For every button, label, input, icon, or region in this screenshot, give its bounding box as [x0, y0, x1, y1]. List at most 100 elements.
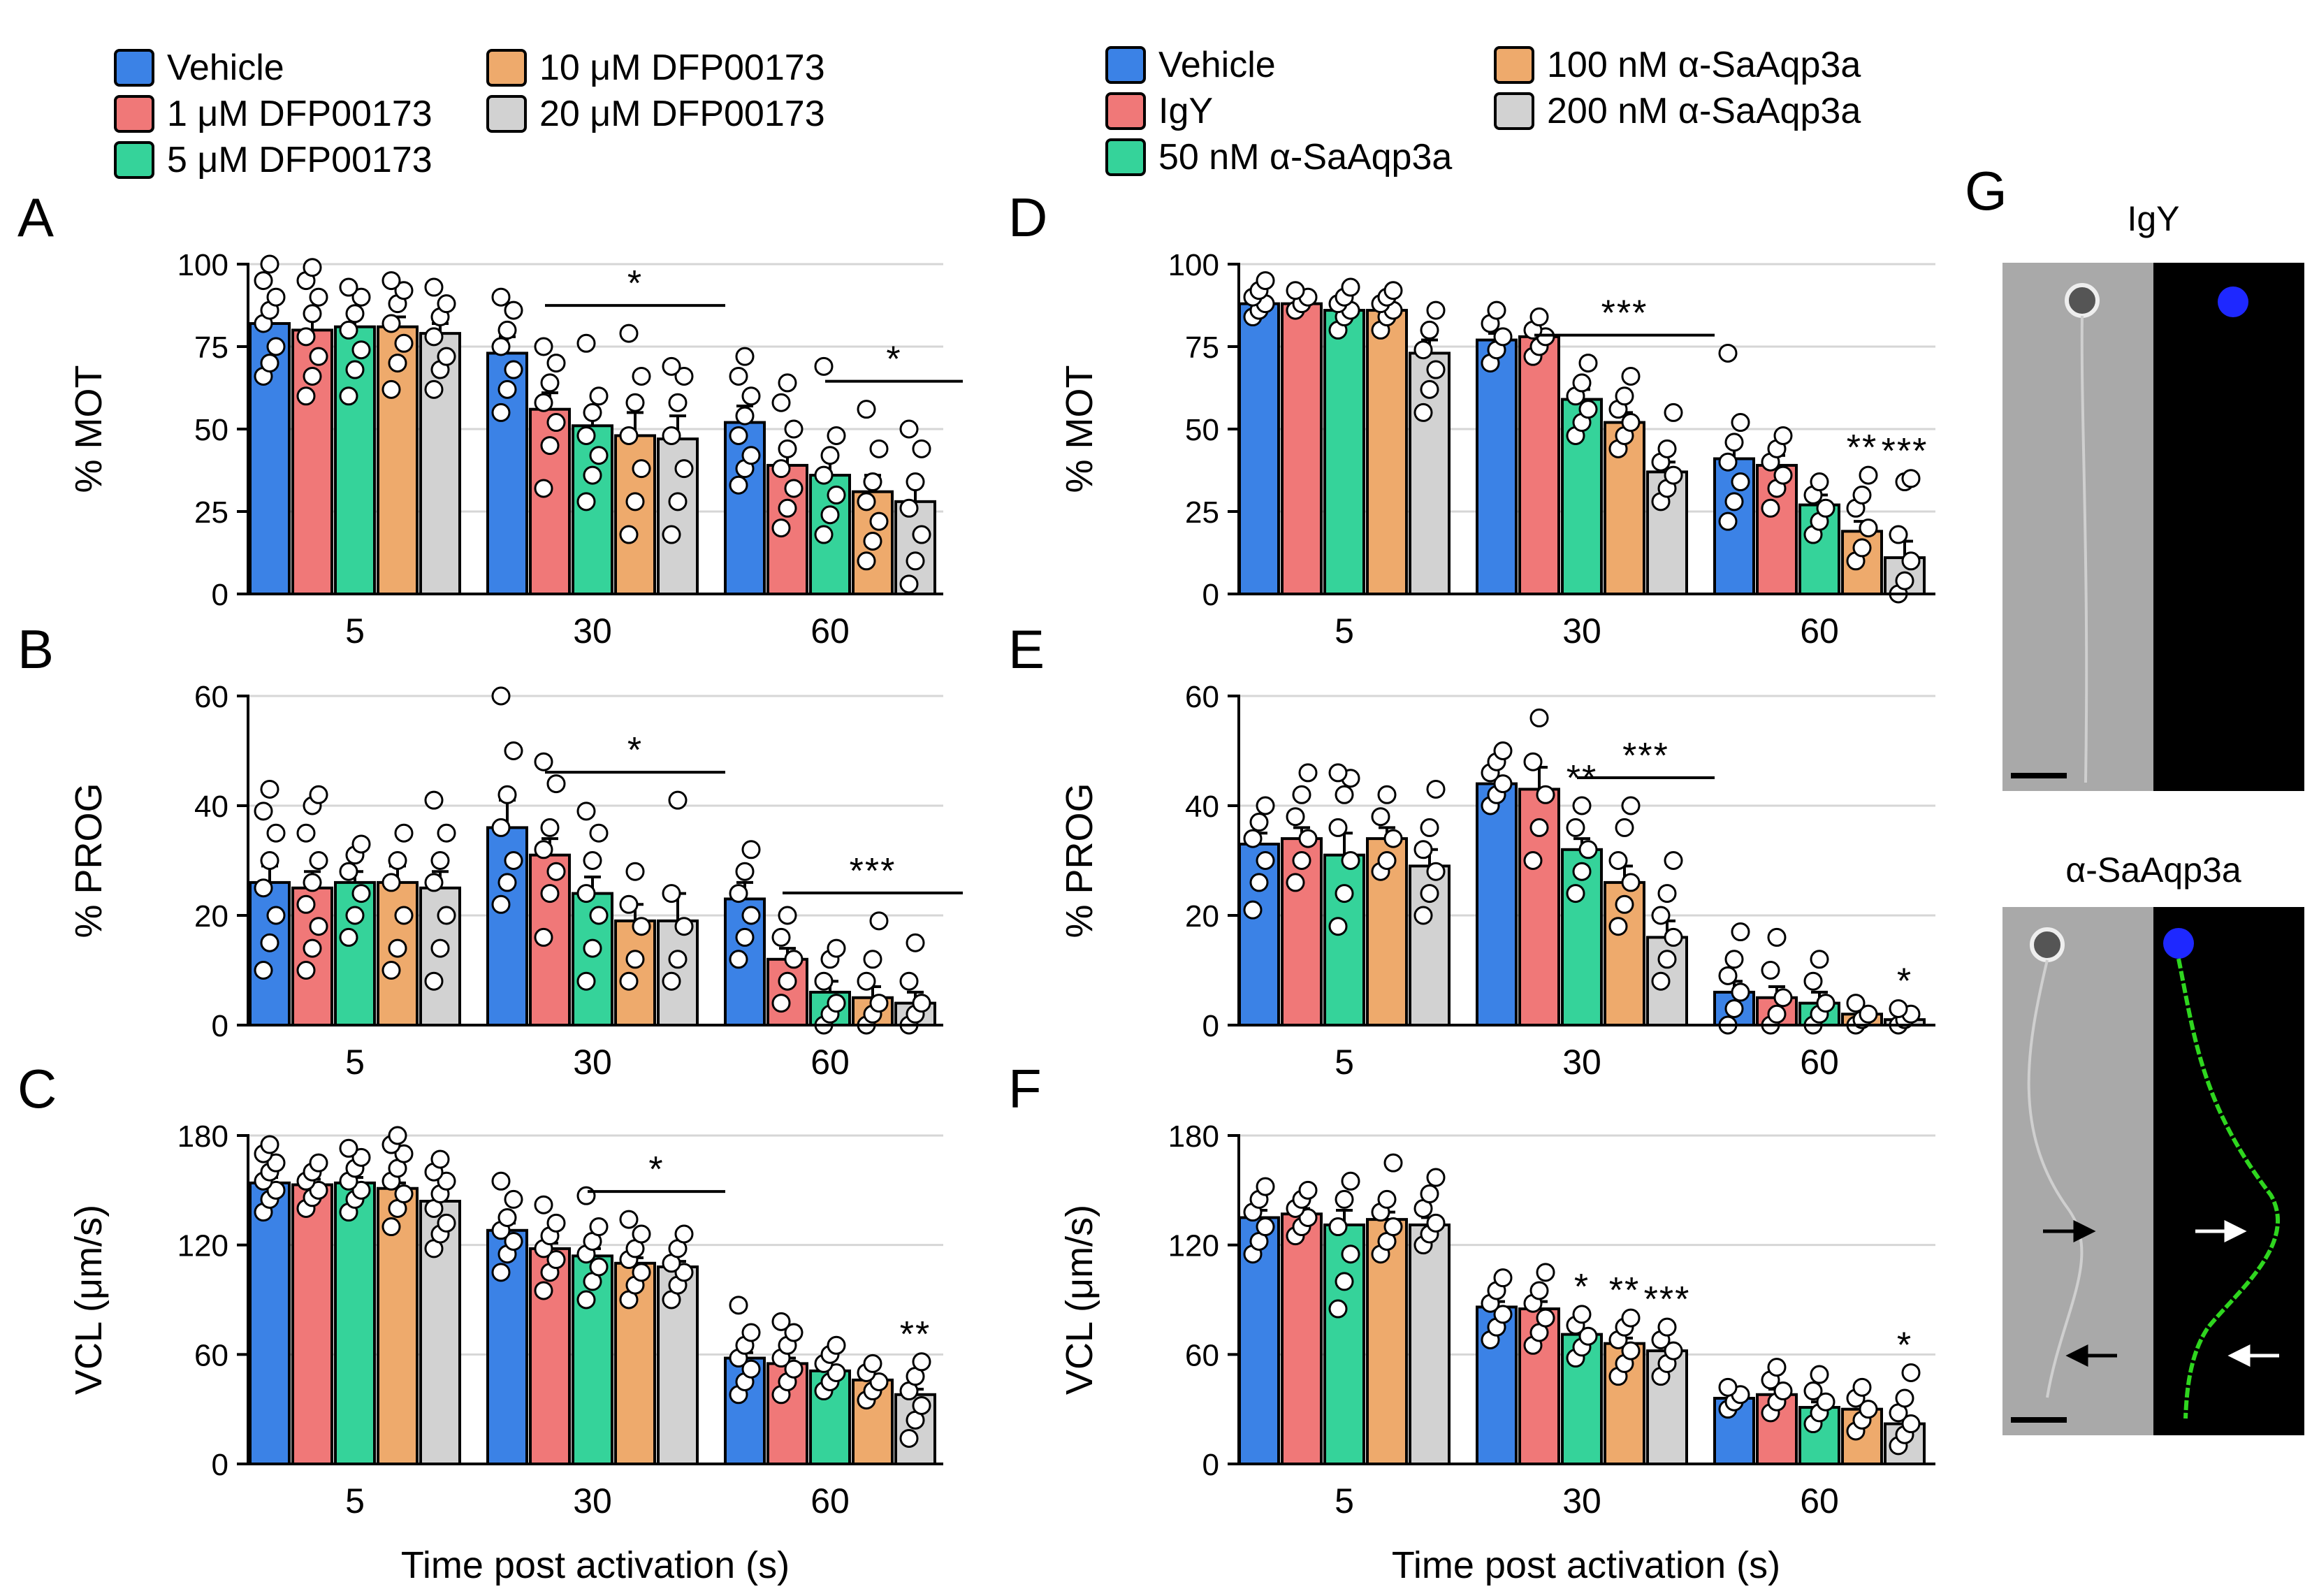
- data-point: [1901, 551, 1921, 571]
- data-point: [339, 320, 358, 340]
- data-point: [1718, 1377, 1738, 1397]
- data-point: [540, 436, 560, 456]
- data-point: [632, 459, 651, 479]
- legend-label: 10 μM DFP00173: [539, 48, 825, 88]
- data-point: [345, 360, 365, 379]
- data-point: [546, 413, 566, 433]
- data-point: [1383, 281, 1403, 300]
- data-point: [1621, 873, 1641, 892]
- data-point: [668, 492, 688, 512]
- data-point: [619, 426, 639, 445]
- data-point: [899, 498, 919, 518]
- data-point: [784, 1323, 804, 1342]
- data-point: [437, 823, 456, 843]
- data-point: [546, 862, 566, 881]
- bar: [291, 1183, 333, 1465]
- data-point: [309, 785, 328, 804]
- y-tick-label: 40: [194, 790, 228, 824]
- data-point: [1420, 818, 1439, 837]
- data-point: [296, 894, 316, 914]
- data-point: [534, 927, 553, 947]
- data-point: [863, 531, 882, 551]
- data-point: [869, 439, 889, 458]
- legend-swatch: [1494, 92, 1534, 130]
- data-point: [1341, 851, 1360, 870]
- data-point: [1803, 971, 1823, 991]
- data-point: [303, 258, 322, 277]
- data-point: [1243, 829, 1263, 848]
- data-point: [1889, 999, 1908, 1018]
- data-point: [1420, 884, 1439, 904]
- data-point: [1383, 829, 1403, 848]
- data-point: [266, 906, 286, 925]
- significance-star: ***: [1601, 293, 1648, 334]
- data-point: [827, 994, 846, 1013]
- data-point: [424, 790, 444, 810]
- data-point: [381, 1217, 401, 1237]
- data-point: [784, 950, 804, 969]
- data-point: [912, 1352, 931, 1372]
- data-point: [1657, 884, 1677, 904]
- data-point: [576, 1290, 596, 1310]
- data-point: [1816, 1392, 1835, 1412]
- data-point: [899, 1428, 919, 1448]
- y-tick-label: 0: [1202, 578, 1219, 612]
- legend-swatch: [1105, 92, 1146, 130]
- data-point: [632, 1263, 651, 1282]
- data-point: [1889, 525, 1908, 544]
- data-point: [1292, 851, 1311, 870]
- data-point: [424, 277, 444, 297]
- data-point: [1523, 752, 1543, 771]
- data-point: [491, 287, 511, 307]
- data-point: [437, 294, 456, 314]
- data-point: [534, 393, 553, 412]
- x-tick-label: 5: [345, 1043, 365, 1082]
- y-tick-label: 50: [1185, 413, 1219, 447]
- data-point: [1718, 512, 1738, 531]
- data-point: [899, 574, 919, 594]
- data-point: [1523, 851, 1543, 870]
- data-point: [1895, 571, 1914, 590]
- data-point: [1377, 785, 1397, 804]
- data-point: [912, 994, 931, 1013]
- data-point: [1536, 785, 1555, 804]
- data-point: [546, 1213, 566, 1233]
- data-point: [1724, 433, 1744, 452]
- data-point: [735, 347, 755, 366]
- significance-star: *: [1897, 1325, 1912, 1365]
- data-point: [1608, 917, 1628, 936]
- data-point: [546, 354, 566, 373]
- data-point: [1493, 741, 1513, 760]
- data-point: [303, 304, 322, 324]
- data-point: [504, 851, 523, 870]
- data-point: [540, 373, 560, 393]
- data-point: [1621, 366, 1641, 386]
- data-point: [741, 1323, 761, 1342]
- data-point: [827, 1335, 846, 1355]
- legend-swatch: [114, 95, 154, 133]
- data-point: [296, 961, 316, 980]
- data-point: [674, 1224, 694, 1244]
- data-point: [1529, 708, 1549, 727]
- legend-label: 50 nM α-SaAqp3a: [1158, 137, 1452, 177]
- data-point: [1761, 498, 1780, 518]
- y-tick-label: 50: [194, 413, 228, 447]
- data-point: [1767, 927, 1787, 947]
- data-point: [1731, 922, 1750, 942]
- y-tick-label: 0: [212, 1009, 228, 1043]
- data-point: [1566, 884, 1585, 904]
- micrograph-label-top: IgY: [2127, 199, 2179, 238]
- data-point: [1810, 472, 1829, 492]
- data-point: [662, 884, 681, 904]
- data-point: [303, 366, 322, 386]
- x-tick-label: 30: [1562, 611, 1601, 651]
- y-tick-label: 60: [1185, 1338, 1219, 1372]
- x-tick-label: 5: [1335, 1481, 1354, 1521]
- data-point: [1615, 894, 1634, 914]
- brightfield-image: [2002, 263, 2153, 791]
- data-point: [1286, 807, 1305, 827]
- data-point: [778, 971, 797, 991]
- data-point: [1249, 873, 1269, 892]
- data-point: [497, 320, 517, 340]
